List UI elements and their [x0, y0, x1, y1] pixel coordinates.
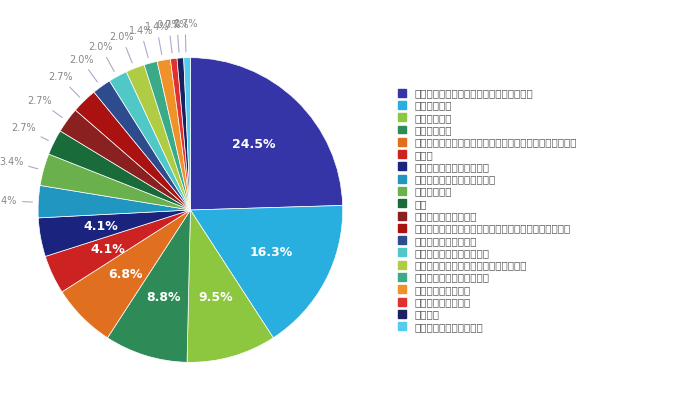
- Text: 4.1%: 4.1%: [83, 220, 118, 234]
- Wedge shape: [109, 72, 190, 210]
- Wedge shape: [190, 58, 343, 210]
- Wedge shape: [75, 92, 190, 210]
- Wedge shape: [38, 210, 190, 257]
- Text: 2.7%: 2.7%: [11, 123, 48, 140]
- Legend: 研究・教育機関（大学・短大・専門学校）, フリーランス, 委託給食会社, 病院・診療所, 行政（都道府県・市町村、保健所・市町村保健センター）, その他, 研究: 研究・教育機関（大学・短大・専門学校）, フリーランス, 委託給食会社, 病院・…: [394, 84, 581, 336]
- Wedge shape: [126, 65, 190, 210]
- Text: 8.8%: 8.8%: [147, 291, 181, 304]
- Text: 1.4%: 1.4%: [145, 22, 169, 55]
- Text: 16.3%: 16.3%: [250, 246, 293, 259]
- Text: 0.7%: 0.7%: [165, 20, 189, 52]
- Wedge shape: [157, 59, 190, 210]
- Text: 6.8%: 6.8%: [109, 268, 143, 281]
- Wedge shape: [107, 210, 190, 362]
- Wedge shape: [61, 110, 190, 210]
- Text: 9.5%: 9.5%: [199, 291, 233, 304]
- Wedge shape: [184, 58, 190, 210]
- Wedge shape: [177, 58, 190, 210]
- Text: 24.5%: 24.5%: [233, 138, 276, 151]
- Text: 3.4%: 3.4%: [0, 196, 33, 206]
- Wedge shape: [40, 154, 190, 210]
- Text: 2.7%: 2.7%: [27, 96, 62, 118]
- Wedge shape: [62, 210, 190, 338]
- Wedge shape: [46, 210, 190, 292]
- Text: 1.4%: 1.4%: [129, 26, 153, 58]
- Wedge shape: [38, 186, 190, 218]
- Text: 2.0%: 2.0%: [109, 32, 134, 63]
- Text: 2.7%: 2.7%: [48, 72, 80, 97]
- Text: 3.4%: 3.4%: [0, 157, 37, 169]
- Text: 0.7%: 0.7%: [156, 21, 181, 53]
- Text: 2.0%: 2.0%: [88, 42, 114, 71]
- Wedge shape: [190, 205, 343, 338]
- Wedge shape: [144, 61, 190, 210]
- Wedge shape: [187, 210, 273, 362]
- Text: 0.7%: 0.7%: [173, 19, 197, 52]
- Wedge shape: [49, 131, 190, 210]
- Text: 4.1%: 4.1%: [90, 243, 125, 256]
- Wedge shape: [171, 58, 190, 210]
- Wedge shape: [94, 81, 190, 210]
- Text: 2.0%: 2.0%: [69, 55, 97, 82]
